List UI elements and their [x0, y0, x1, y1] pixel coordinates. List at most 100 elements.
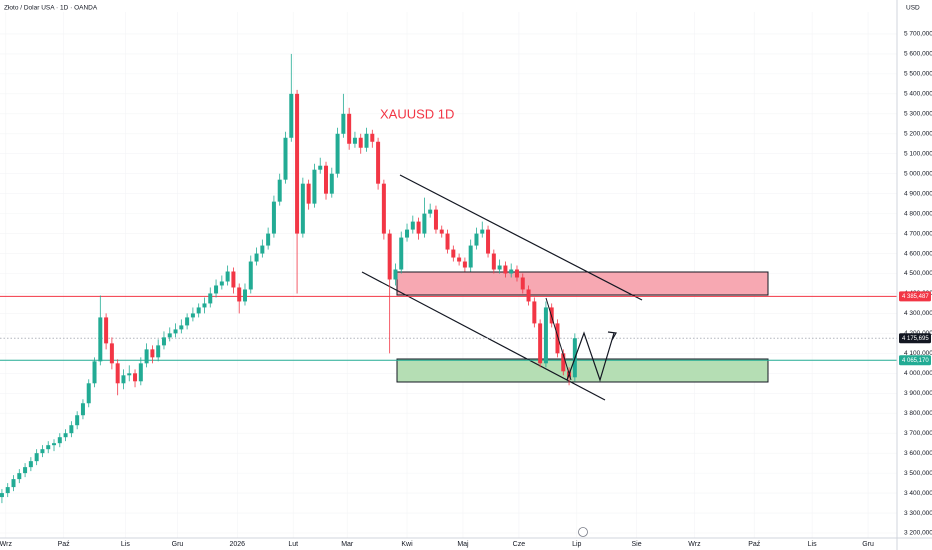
candle-body — [219, 281, 224, 286]
candle-body — [121, 375, 126, 384]
candle-body — [318, 165, 323, 170]
x-tick-label: Mar — [341, 541, 354, 548]
candle-body — [352, 137, 357, 144]
candle-body — [23, 467, 28, 474]
axes: 3 200,000 3 300,000 3 400,000 3 500,000 3 60… — [0, 31, 932, 548]
x-tick-label: Lip — [572, 541, 581, 548]
x-tick-label: Kwi — [401, 541, 413, 548]
candle-body — [538, 323, 543, 364]
candle-body — [5, 487, 10, 494]
candle-body — [115, 363, 120, 384]
trendline-upper — [399, 174, 643, 301]
candle-body — [335, 133, 340, 174]
candle-body — [358, 137, 363, 148]
price-tag — [899, 333, 931, 344]
candle-body — [156, 345, 161, 358]
candle-body — [260, 245, 265, 254]
price-tag-label: 4 385,487 — [902, 294, 929, 300]
candle-body — [34, 453, 39, 462]
candle-body — [52, 443, 57, 446]
candle-body — [468, 245, 473, 268]
candle-body — [133, 373, 138, 382]
y-tick-label: 5 300,000 — [904, 111, 932, 118]
symbol-title: Złoto / Dolar USA · 1D · OANDA — [4, 5, 98, 12]
x-tick-label: Wrz — [0, 541, 12, 548]
candle-body — [532, 301, 537, 324]
candle-body — [410, 221, 415, 230]
candle-body — [341, 113, 346, 134]
currency: USD — [906, 5, 920, 12]
x-tick-label: Wrz — [688, 541, 701, 548]
y-tick-label: 5 200,000 — [904, 130, 932, 137]
candle-body — [422, 213, 427, 234]
candle-body — [399, 237, 404, 270]
candle-body — [462, 261, 467, 268]
candle-body — [28, 461, 33, 468]
candle-body — [138, 363, 143, 382]
candle-body — [370, 133, 375, 142]
candle-body — [179, 325, 184, 330]
candle-body — [104, 317, 109, 344]
candle-body — [543, 307, 548, 364]
candle-body — [46, 445, 51, 450]
candle-body — [144, 349, 149, 364]
candle-body — [486, 229, 491, 254]
trendline-lower — [361, 271, 606, 401]
y-tick-label: 4 500,000 — [904, 270, 932, 277]
candle-body — [393, 269, 398, 280]
supply-zone — [396, 271, 769, 296]
y-tick-label: 5 500,000 — [904, 71, 932, 78]
candle-body — [271, 201, 276, 234]
x-tick-label: 2026 — [229, 541, 245, 548]
y-tick-label: 3 600,000 — [904, 450, 932, 457]
candle-body — [295, 93, 300, 234]
y-tick-label: 5 000,000 — [904, 170, 932, 177]
y-tick-label: 4 700,000 — [904, 230, 932, 237]
y-tick-label: 3 700,000 — [904, 430, 932, 437]
y-tick-label: 3 900,000 — [904, 390, 932, 397]
x-tick-label: Maj — [457, 541, 469, 548]
candle-body — [376, 141, 381, 184]
y-tick-label: 4 300,000 — [904, 310, 932, 317]
candle-body — [17, 473, 22, 480]
candle-body — [555, 323, 560, 354]
levels — [0, 295, 897, 361]
candle-body — [480, 229, 485, 234]
candle-body — [92, 361, 97, 384]
candle-body — [289, 93, 294, 138]
y-tick-label: 5 700,000 — [904, 31, 932, 38]
events-icon[interactable] — [578, 527, 588, 537]
candle-body — [324, 165, 329, 194]
y-tick-label: 4 600,000 — [904, 250, 932, 257]
candle-body — [266, 233, 271, 246]
candle-body — [451, 249, 456, 258]
candle-body — [474, 233, 479, 246]
x-tick-label: Lut — [288, 541, 298, 548]
y-tick-label: 3 400,000 — [904, 490, 932, 497]
candle-body — [457, 257, 462, 262]
candle-body — [167, 333, 172, 338]
candle-body — [196, 307, 201, 314]
y-tick-label: 3 800,000 — [904, 410, 932, 417]
candle-body — [381, 183, 386, 234]
candle-body — [561, 353, 566, 372]
y-tick-label: 4 800,000 — [904, 210, 932, 217]
candle-body — [364, 133, 369, 148]
candle-body — [40, 449, 45, 454]
candle-body — [405, 229, 410, 238]
candle-body — [231, 271, 236, 288]
x-tick-label: Gru — [862, 541, 874, 548]
x-tick-label: Lis — [121, 541, 130, 548]
candle-body — [75, 415, 80, 426]
candle-body — [514, 269, 519, 278]
y-tick-label: 5 600,000 — [904, 51, 932, 58]
candle-body — [387, 233, 392, 280]
candles — [0, 53, 577, 504]
candle-body — [347, 113, 352, 144]
candle-body — [150, 349, 155, 358]
price-tag-label: 4 065,170 — [902, 358, 929, 364]
y-tick-label: 5 400,000 — [904, 91, 932, 98]
x-tick-label: Sie — [632, 541, 642, 548]
candle-body — [0, 493, 4, 498]
